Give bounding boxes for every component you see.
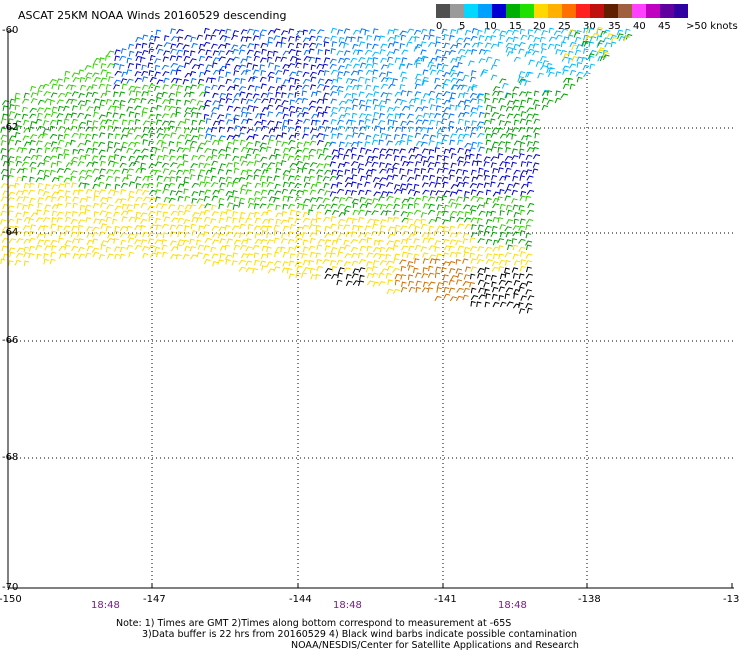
legend-swatch bbox=[478, 4, 492, 18]
legend-swatch bbox=[618, 4, 632, 18]
legend-label: 10 bbox=[484, 21, 497, 32]
wind-barb-map bbox=[0, 26, 734, 589]
latitude-label: -70 bbox=[2, 582, 19, 593]
longitude-label: -147 bbox=[143, 594, 166, 605]
legend-swatch bbox=[674, 4, 688, 18]
legend-swatch bbox=[646, 4, 660, 18]
note-line-1: Note: 1) Times are GMT 2)Times along bot… bbox=[116, 618, 512, 629]
legend-swatch bbox=[548, 4, 562, 18]
note-line-2: 3)Data buffer is 22 hrs from 20160529 4)… bbox=[142, 629, 578, 640]
legend-swatch bbox=[562, 4, 576, 18]
legend-label: 0 bbox=[436, 21, 443, 32]
longitude-label: -150 bbox=[0, 594, 22, 605]
legend-swatch bbox=[576, 4, 590, 18]
lat-lon-grid bbox=[8, 31, 734, 588]
legend-swatch bbox=[436, 4, 450, 18]
legend-label: 35 bbox=[608, 21, 621, 32]
wind-barb-group bbox=[330, 27, 631, 148]
legend-label: 5 bbox=[459, 21, 466, 32]
legend-label: 15 bbox=[509, 21, 522, 32]
legend-swatch bbox=[506, 4, 520, 18]
legend-swatch bbox=[520, 4, 534, 18]
wind-barb-group bbox=[0, 30, 633, 251]
time-label: 18:48 bbox=[333, 600, 362, 611]
latitude-label: -68 bbox=[2, 452, 19, 463]
legend-swatch bbox=[632, 4, 646, 18]
longitude-label: -141 bbox=[434, 594, 457, 605]
legend-units-label: >50 knots bbox=[686, 21, 738, 32]
latitude-label: -64 bbox=[2, 227, 19, 238]
legend-swatch bbox=[534, 4, 548, 18]
wind-barb-group bbox=[113, 27, 541, 197]
longitude-label: -13 bbox=[723, 594, 740, 605]
legend-label: 25 bbox=[558, 21, 571, 32]
legend-label: 20 bbox=[533, 21, 546, 32]
latitude-label: -60 bbox=[2, 25, 19, 36]
legend-label: 45 bbox=[658, 21, 671, 32]
latitude-label: -66 bbox=[2, 335, 19, 346]
legend-swatch bbox=[450, 4, 464, 18]
map-frame bbox=[7, 30, 734, 589]
longitude-label: -144 bbox=[289, 594, 312, 605]
legend-label: 40 bbox=[633, 21, 646, 32]
legend-swatch bbox=[604, 4, 618, 18]
wind-barbs bbox=[0, 26, 633, 314]
legend-swatch bbox=[590, 4, 604, 18]
note-line-3: NOAA/NESDIS/Center for Satellite Applica… bbox=[291, 640, 579, 651]
time-label: 18:48 bbox=[498, 600, 527, 611]
map-title: ASCAT 25KM NOAA Winds 20160529 descendin… bbox=[18, 9, 287, 22]
wind-barb-group bbox=[0, 50, 534, 231]
wind-barb-group bbox=[324, 266, 535, 314]
longitude-label: -138 bbox=[578, 594, 601, 605]
legend-swatch bbox=[464, 4, 478, 18]
legend-swatch bbox=[660, 4, 674, 18]
legend-swatch bbox=[492, 4, 506, 18]
legend-label: 30 bbox=[583, 21, 596, 32]
latitude-label: -62 bbox=[2, 122, 19, 133]
time-label: 18:48 bbox=[91, 600, 120, 611]
wind-barb-group bbox=[394, 258, 475, 302]
wind-barb-group bbox=[112, 28, 486, 153]
wind-barb-group bbox=[0, 26, 630, 295]
